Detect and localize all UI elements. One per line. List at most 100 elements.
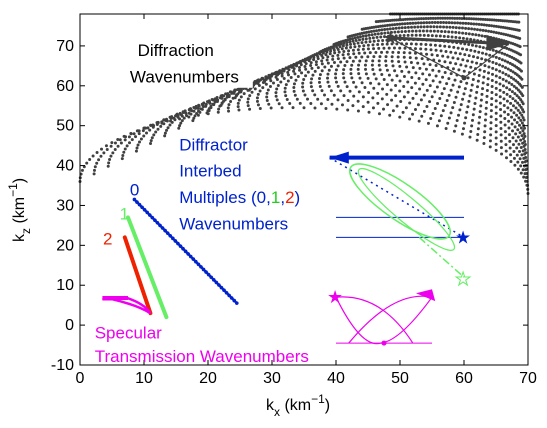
diffraction-dot	[352, 80, 356, 84]
diffraction-dot	[456, 90, 460, 94]
diffraction-dot	[419, 42, 423, 46]
diffraction-dot	[180, 114, 184, 118]
diffraction-dot	[454, 62, 458, 66]
diffraction-dot	[377, 63, 381, 67]
diffraction-dot	[429, 29, 433, 33]
diffraction-dot	[378, 68, 382, 72]
diffraction-dot	[390, 55, 394, 59]
diffraction-dot	[136, 143, 140, 147]
diffraction-dot	[421, 29, 425, 33]
diffraction-dot	[345, 41, 349, 45]
series-line-order2	[122, 235, 153, 316]
diffraction-dot	[402, 75, 406, 79]
diffraction-dot	[330, 102, 334, 106]
diffraction-dot	[451, 25, 455, 29]
diffraction-dot	[341, 44, 345, 48]
diffraction-dot	[469, 88, 473, 92]
diffraction-dot	[364, 37, 368, 41]
diffraction-dot	[503, 59, 507, 63]
diffraction-dot	[481, 17, 485, 21]
diffraction-dot	[325, 50, 329, 54]
diffraction-dot	[316, 54, 320, 58]
y-axis-label-sub: z	[19, 228, 33, 234]
diffraction-dot	[305, 58, 309, 62]
diffraction-dot	[334, 72, 338, 76]
diffraction-dot	[384, 64, 388, 68]
diffraction-dot	[309, 85, 313, 89]
diffraction-dot	[336, 53, 340, 57]
diffraction-dot	[459, 80, 463, 84]
diffraction-dot	[419, 47, 423, 51]
diffraction-dot	[358, 59, 362, 63]
diffraction-dot	[309, 101, 313, 105]
diffraction-dot	[476, 127, 480, 131]
diffraction-dot	[429, 43, 433, 47]
diffraction-dot	[275, 98, 279, 102]
diffraction-dot	[342, 94, 346, 98]
diffraction-dot	[134, 149, 138, 153]
diffraction-dot	[514, 139, 518, 143]
diffraction-dot	[268, 85, 272, 89]
diffraction-dot	[178, 124, 182, 128]
diffraction-dot	[512, 150, 516, 154]
diffraction-label-box	[128, 33, 253, 88]
diffraction-dot	[406, 17, 410, 21]
diffraction-dot	[389, 88, 393, 92]
diffraction-dot	[342, 76, 346, 80]
diffraction-dot	[364, 34, 368, 38]
diffraction-dot	[411, 29, 415, 33]
diffraction-dot	[419, 21, 423, 25]
diffraction-dot	[481, 46, 485, 50]
diffraction-dot	[257, 84, 261, 88]
diffraction-dot	[349, 45, 353, 49]
series-point-order0	[135, 200, 139, 204]
diffraction-dot	[237, 98, 241, 102]
diffraction-dot	[468, 94, 472, 98]
diffraction-dot	[499, 107, 503, 111]
diffraction-label-line1: Diffraction	[138, 41, 214, 60]
diffraction-dot	[196, 113, 200, 117]
diffraction-dot	[449, 111, 453, 115]
series-point-order0	[214, 280, 219, 285]
diffraction-dot	[123, 147, 127, 151]
x-tick-label: 10	[135, 370, 153, 387]
diffraction-dot	[419, 98, 423, 102]
diffraction-dot	[494, 68, 498, 72]
diffraction-dot	[255, 96, 259, 100]
diffraction-dot	[393, 23, 397, 27]
diffraction-dot	[341, 53, 345, 57]
diffraction-dot	[132, 132, 136, 136]
diffraction-dot	[148, 128, 152, 132]
diffraction-dot	[456, 46, 460, 50]
diffraction-dot	[438, 44, 442, 48]
diffraction-dot	[282, 76, 286, 80]
diffraction-dot	[88, 157, 92, 161]
diffraction-dot	[523, 140, 527, 144]
diffraction-dot	[472, 17, 476, 21]
diffraction-dot	[271, 81, 275, 85]
diffraction-dot	[398, 46, 402, 50]
diffraction-dot	[212, 103, 216, 107]
diffraction-dot	[464, 21, 468, 25]
diffraction-dot	[264, 76, 268, 80]
diffraction-dot	[398, 34, 402, 38]
diffraction-dot	[367, 91, 371, 95]
diffraction-dot	[516, 108, 520, 112]
diffraction-dot	[476, 79, 480, 83]
diffraction-dot	[360, 41, 364, 45]
diffraction-dot	[521, 116, 525, 120]
diffraction-dot	[490, 24, 494, 28]
diffraction-dot	[409, 42, 413, 46]
diffraction-dot	[394, 94, 398, 98]
diffraction-dot	[494, 111, 498, 115]
diffraction-dot	[207, 109, 211, 113]
diffraction-dot	[343, 80, 347, 84]
diffraction-dot	[520, 153, 524, 157]
diffraction-dot	[376, 39, 380, 43]
diffraction-dot	[373, 32, 377, 36]
diffraction-dot	[391, 109, 395, 113]
diffraction-dot	[511, 70, 515, 74]
diffraction-dot	[361, 105, 365, 109]
diffraction-dot	[372, 39, 376, 43]
multiples-order2: 2	[285, 188, 294, 207]
